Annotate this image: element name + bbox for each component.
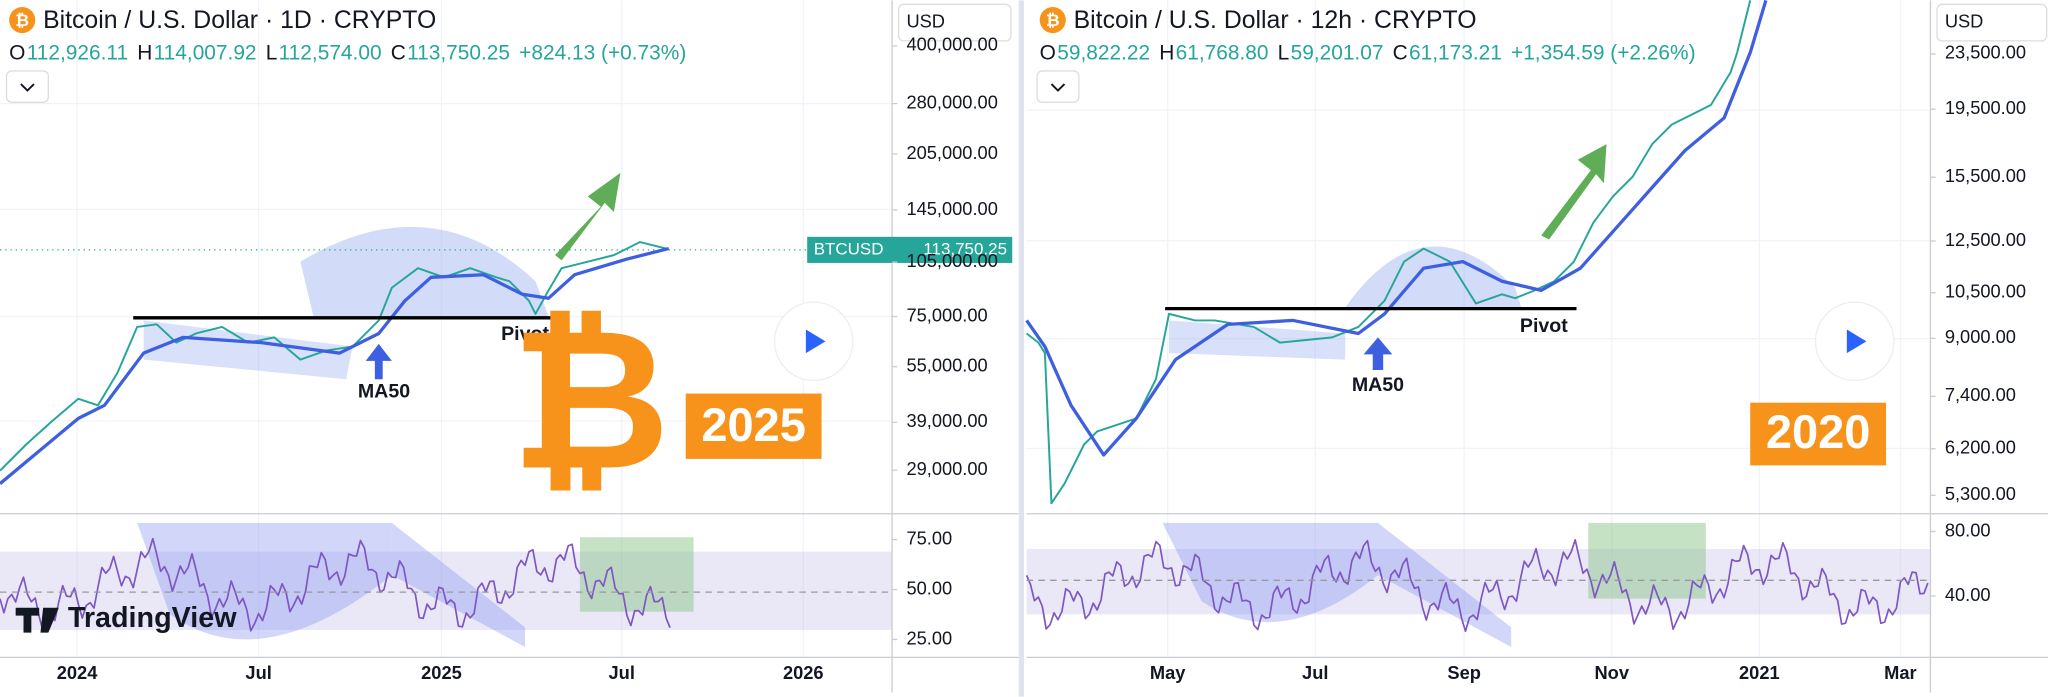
ohlc-h-label: H bbox=[1159, 41, 1174, 64]
collapse-button[interactable] bbox=[1036, 70, 1080, 103]
price-tick-label: 6,200.00 bbox=[1945, 437, 2016, 458]
brand: TradingView bbox=[68, 602, 237, 634]
price-tick-label: 105,000.00 bbox=[906, 250, 997, 271]
ohlc-h: 114,007.92 bbox=[154, 41, 257, 64]
price-tick-label: 7,400.00 bbox=[1945, 384, 2016, 405]
currency[interactable]: USD bbox=[1945, 10, 1984, 31]
time-label: Nov bbox=[1594, 662, 1629, 683]
ohlc-o: 112,926.11 bbox=[27, 41, 128, 64]
ohlc-l-label: L bbox=[1278, 41, 1290, 64]
ohlc-change: +1,354.59 (+2.26%) bbox=[1511, 41, 1696, 64]
time-label: 2024 bbox=[57, 662, 98, 683]
ohlc-o: 59,822.22 bbox=[1057, 41, 1150, 64]
currency-button[interactable] bbox=[897, 3, 1012, 42]
ma-label: MA50 bbox=[1352, 374, 1404, 396]
price-tick-label: 400,000.00 bbox=[906, 34, 997, 55]
header-right: ₿ Bitcoin / U.S. Dollar · 12h · CRYPTO U… bbox=[1036, 3, 2048, 458]
collapse-button[interactable] bbox=[5, 70, 49, 103]
year-badge: 2020 bbox=[1766, 405, 1871, 458]
ohlc-l: 112,574.00 bbox=[279, 41, 382, 64]
time-label: Sep bbox=[1447, 662, 1481, 683]
tv-logo bbox=[15, 607, 59, 633]
rsi-tick-label: 80.00 bbox=[1945, 519, 1991, 540]
price-tick-label: 205,000.00 bbox=[906, 142, 997, 163]
ma-label: MA50 bbox=[358, 380, 410, 402]
ohlc-c-label: C bbox=[391, 41, 406, 64]
rsi-tick-label: 50.00 bbox=[906, 577, 952, 598]
bitcoin-logo: ₿ bbox=[511, 291, 671, 510]
ohlc-o-label: O bbox=[1040, 41, 1056, 64]
ohlc-c-label: C bbox=[1393, 41, 1408, 64]
pattern-markers bbox=[133, 144, 1887, 466]
price-lines bbox=[0, 0, 1929, 633]
time-label: Mar bbox=[1884, 662, 1916, 683]
price-tick-label: 5,300.00 bbox=[1945, 483, 2016, 504]
ohlc-change: +824.13 (+0.73%) bbox=[519, 41, 686, 64]
time-label: May bbox=[1150, 662, 1186, 683]
year-badge: 2025 bbox=[701, 398, 806, 451]
time-label: Jul bbox=[1302, 662, 1328, 683]
time-label: Jul bbox=[609, 662, 635, 683]
ohlc-l: 59,201.07 bbox=[1291, 41, 1384, 64]
pivot-label: Pivot bbox=[501, 323, 549, 345]
currency[interactable]: USD bbox=[906, 10, 945, 31]
price-tick-label: 39,000.00 bbox=[906, 410, 987, 431]
price-tick-label: 29,000.00 bbox=[906, 458, 987, 479]
rsi-line bbox=[1025, 538, 1929, 633]
pivot-label: Pivot bbox=[1520, 315, 1568, 337]
price-tick-label: 145,000.00 bbox=[906, 198, 997, 219]
rsi-tick-label: 25.00 bbox=[906, 627, 952, 648]
price-tick-label: 9,000.00 bbox=[1945, 326, 2016, 347]
time-label: Jul bbox=[245, 662, 271, 683]
coin-icon: ₿ bbox=[15, 11, 29, 30]
title: Bitcoin / U.S. Dollar · 12h · CRYPTO bbox=[1074, 7, 1477, 34]
rsi-line bbox=[0, 537, 671, 633]
symbol-tag: BTCUSD bbox=[814, 239, 884, 258]
price-tick-label: 75,000.00 bbox=[906, 304, 987, 325]
header-left: ₿ Bitcoin / U.S. Dollar · 1D · CRYPTO US… bbox=[5, 3, 1013, 634]
ohlc-o-label: O bbox=[9, 41, 25, 64]
play-buttons[interactable] bbox=[773, 301, 1895, 382]
ohlc-h: 61,768.80 bbox=[1176, 41, 1269, 64]
currency-button[interactable] bbox=[1936, 3, 2048, 42]
time-label: 2025 bbox=[421, 662, 462, 683]
ohlc-l-label: L bbox=[266, 41, 278, 64]
price-tick-label: 10,500.00 bbox=[1945, 280, 2026, 301]
rsi-tick-label: 40.00 bbox=[1945, 584, 1991, 605]
price-tag bbox=[807, 236, 1013, 263]
price-tick-label: 19,500.00 bbox=[1945, 97, 2026, 118]
coin-icon: ₿ bbox=[1046, 11, 1060, 30]
time-label: 2026 bbox=[783, 662, 824, 683]
price-tick-label: 12,500.00 bbox=[1945, 229, 2026, 250]
price-tick-label: 15,500.00 bbox=[1945, 165, 2026, 186]
ohlc-h-label: H bbox=[137, 41, 152, 64]
price-tag-value: 113,750.25 bbox=[923, 239, 1007, 258]
price-tick-label: 23,500.00 bbox=[1945, 42, 2026, 63]
title: Bitcoin / U.S. Dollar · 1D · CRYPTO bbox=[43, 7, 436, 34]
time-label: 2021 bbox=[1739, 662, 1780, 683]
price-tick-label: 280,000.00 bbox=[906, 91, 997, 112]
rsi-tick-label: 75.00 bbox=[906, 527, 952, 548]
ohlc-c: 113,750.25 bbox=[407, 41, 510, 64]
price-tick-label: 55,000.00 bbox=[906, 355, 987, 376]
ohlc-c: 61,173.21 bbox=[1409, 41, 1502, 64]
rsi-midlines bbox=[0, 579, 1931, 593]
